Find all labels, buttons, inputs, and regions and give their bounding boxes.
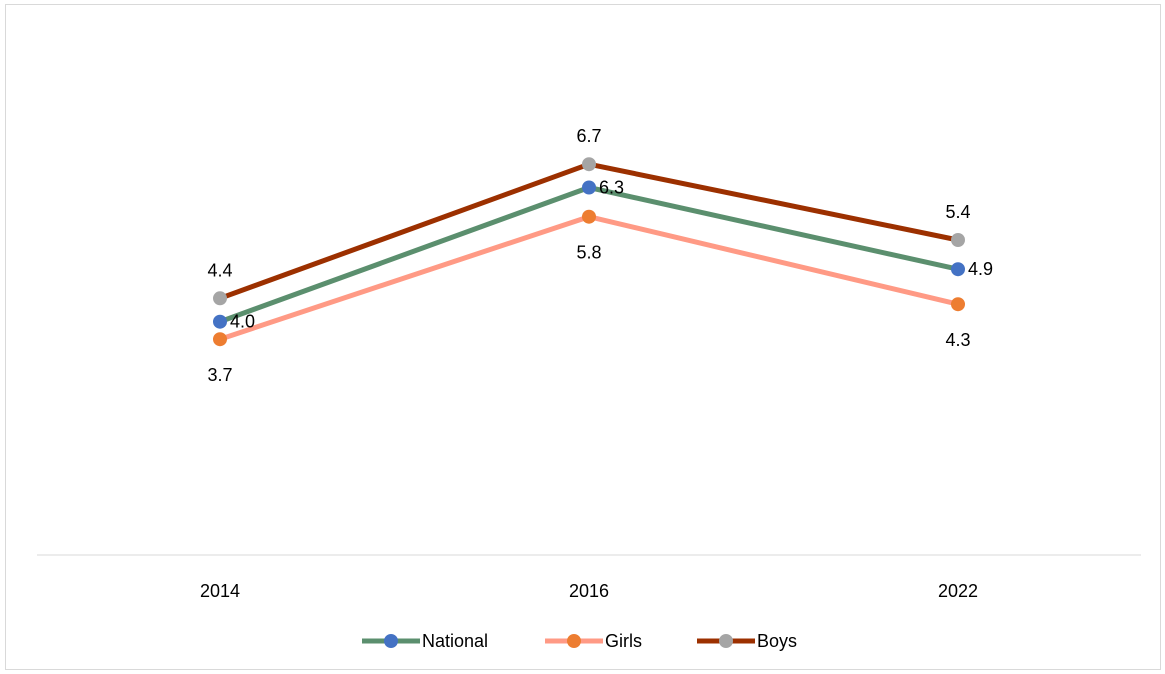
x-tick-label: 2022 [938,581,978,601]
legend-label-boys: Boys [757,631,797,651]
data-label-boys-2022: 5.4 [945,202,970,222]
legend-marker-national [384,634,398,648]
legend-item-boys: Boys [697,631,797,651]
data-label-girls-2016: 5.8 [576,243,601,263]
data-label-national-2014: 4.0 [230,312,255,332]
data-label-girls-2022: 4.3 [945,330,970,350]
data-label-girls-2014: 3.7 [207,365,232,385]
data-point-national-2014 [213,314,227,329]
data-point-girls-2016 [582,209,596,224]
x-tick-label: 2016 [569,581,609,601]
legend-marker-boys [719,634,733,648]
legend-item-girls: Girls [545,631,642,651]
legend-label-girls: Girls [605,631,642,651]
data-label-layer: 3.7 5.8 4.3 4.0 6.3 4.9 4.4 6.7 5.4 [207,126,993,385]
data-point-girls-2022 [951,297,965,312]
data-point-boys-2022 [951,233,965,247]
data-point-national-2022 [951,262,965,277]
data-point-boys-2014 [213,291,227,306]
data-label-national-2016: 6.3 [599,178,624,198]
data-point-boys-2016 [582,157,596,172]
legend-label-national: National [422,631,488,651]
legend-item-national: National [362,631,488,651]
data-point-national-2016 [582,180,596,195]
legend: National Girls Boys [362,631,797,651]
x-tick-label: 2014 [200,581,240,601]
series-line-girls [219,214,959,342]
data-label-national-2022: 4.9 [968,259,993,279]
data-label-boys-2014: 4.4 [207,260,232,280]
x-tick-labels: 2014 2016 2022 [200,581,978,601]
chart-frame [5,4,1161,670]
data-point-girls-2014 [213,332,227,347]
legend-marker-girls [567,634,581,648]
series-layer [213,157,965,347]
data-label-boys-2016: 6.7 [576,126,601,146]
